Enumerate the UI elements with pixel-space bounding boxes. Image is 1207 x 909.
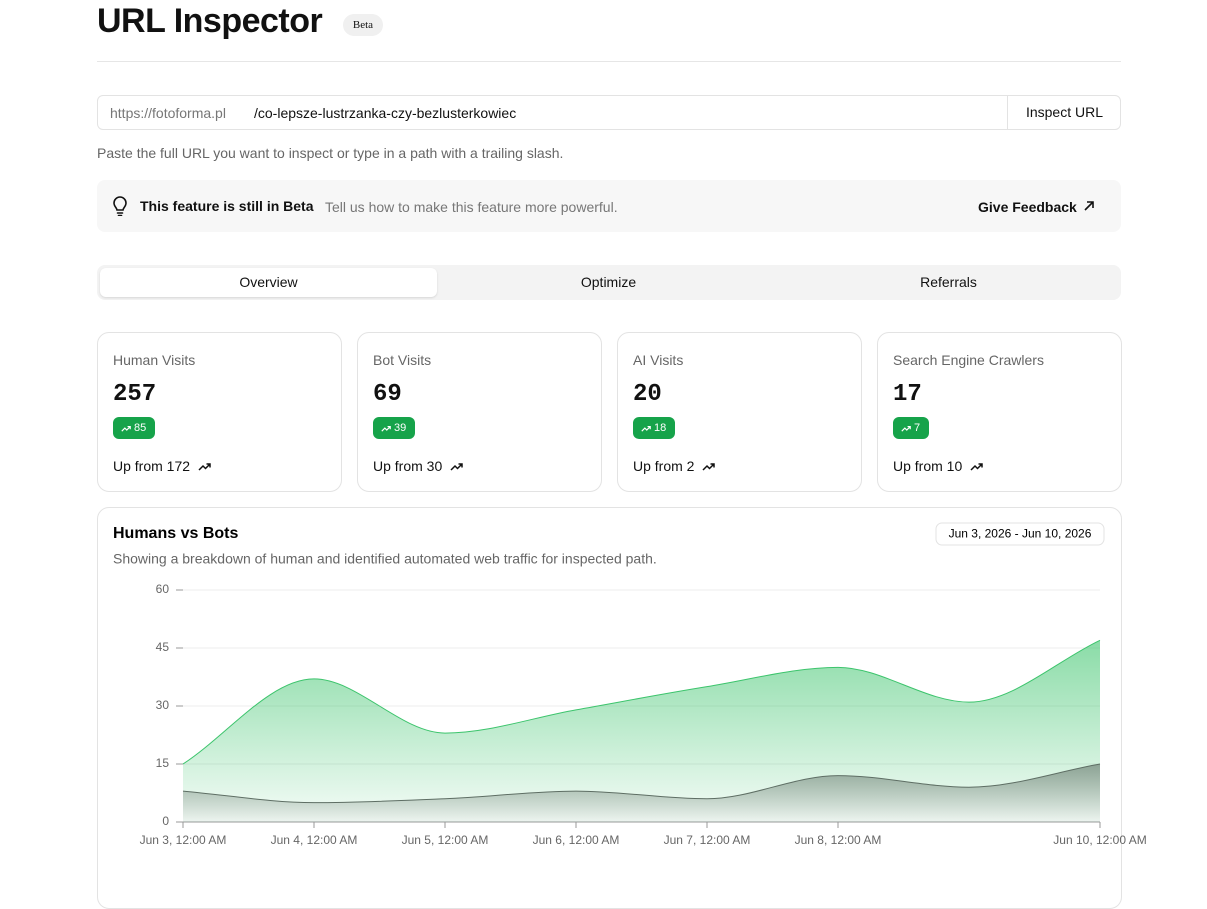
feedback-link[interactable]: Give Feedback <box>978 199 1077 215</box>
note-text: Up from 30 <box>373 458 443 474</box>
trend-icon <box>970 462 983 471</box>
divider <box>97 61 1121 62</box>
change-value: 7 <box>914 422 921 434</box>
x-tick-label: Jun 10, 12:00 AM <box>1053 833 1146 847</box>
note-text: Up from 2 <box>633 458 695 474</box>
trend-icon <box>121 425 131 432</box>
note-text: Up from 172 <box>113 458 191 474</box>
url-path[interactable]: /co-lepsze-lustrzanka-czy-bezlusterkowie… <box>254 105 517 121</box>
chart-subtitle: Showing a breakdown of human and identif… <box>113 551 657 567</box>
stat-card: AI Visits 20 18 Up from 2 <box>617 332 862 492</box>
beta-banner: This feature is still in Beta Tell us ho… <box>97 180 1121 232</box>
date-badge[interactable] <box>935 522 1105 546</box>
y-tick-label: 15 <box>156 756 170 770</box>
area-line <box>182 639 1101 765</box>
trend-icon <box>381 425 391 432</box>
trend-icon <box>702 462 716 471</box>
input-hint: Paste the full URL you want to inspect o… <box>97 145 564 161</box>
tab[interactable]: Overview <box>100 268 437 297</box>
change-value: 39 <box>394 422 407 434</box>
change-value: 85 <box>134 422 147 434</box>
beta-badge: Beta <box>343 14 383 36</box>
x-tick-label: Jun 4, 12:00 AM <box>271 833 358 847</box>
note-text: Up from 10 <box>893 458 963 474</box>
stat-card: Bot Visits 69 39 Up from 30 <box>357 332 602 492</box>
area-line <box>182 763 1101 804</box>
x-tick-label: Jun 7, 12:00 AM <box>664 833 751 847</box>
y-tick-label: 45 <box>156 640 170 654</box>
trend-icon <box>641 425 651 432</box>
bulb-icon <box>113 196 127 216</box>
x-tick-label: Jun 5, 12:00 AM <box>402 833 489 847</box>
tab[interactable]: Referrals <box>920 274 977 290</box>
banner-text: Tell us how to make this feature more po… <box>325 199 618 215</box>
external-icon <box>1084 201 1094 211</box>
stat-card: Human Visits 257 85 Up from 172 <box>97 332 342 492</box>
tab-bar: Overview Optimize Referrals <box>97 265 1121 300</box>
change-badge: 85 <box>113 417 156 439</box>
trend-icon <box>198 462 211 471</box>
stat-value: 17 <box>893 381 922 408</box>
stat-value: 20 <box>633 381 662 408</box>
change-value: 18 <box>654 422 667 434</box>
url-prefix: https://fotoforma.pl <box>110 105 226 121</box>
url-input[interactable]: https://fotoforma.pl /co-lepsze-lustrzan… <box>97 95 1121 130</box>
page-title: URL Inspector <box>97 2 323 40</box>
trend-icon <box>901 425 911 432</box>
banner-title: This feature is still in Beta <box>140 198 314 214</box>
change-badge: 18 <box>633 417 676 439</box>
stat-label: Bot Visits <box>373 352 432 368</box>
x-tick-label: Jun 3, 12:00 AM <box>140 833 227 847</box>
tab[interactable]: Optimize <box>580 274 637 290</box>
chart-title: Humans vs Bots <box>113 525 238 542</box>
stat-value: 69 <box>373 381 402 408</box>
stat-card: Search Engine Crawlers 17 7 Up from 10 <box>877 332 1122 492</box>
page: URL Inspector Beta https://fotoforma.pl … <box>97 2 1147 909</box>
stat-note: Up from 10 <box>893 458 983 474</box>
x-tick-label: Jun 6, 12:00 AM <box>533 833 620 847</box>
stat-label: Search Engine Crawlers <box>893 352 1044 368</box>
change-badge: 7 <box>893 417 930 439</box>
stat-note: Up from 2 <box>633 458 716 474</box>
stat-label: AI Visits <box>633 352 684 368</box>
trend-icon <box>450 462 463 471</box>
chart: Humans vs Bots Jun 3, 2026 - Jun 10, 202… <box>113 522 1147 847</box>
stat-label: Human Visits <box>113 352 196 368</box>
area <box>183 640 1100 822</box>
stat-value: 257 <box>113 381 157 408</box>
y-tick-label: 60 <box>156 582 170 596</box>
change-badge: 39 <box>373 417 416 439</box>
inspect-button[interactable]: Inspect URL <box>1007 96 1121 129</box>
x-tick-label: Jun 8, 12:00 AM <box>795 833 882 847</box>
stat-note: Up from 30 <box>373 458 463 474</box>
area <box>183 764 1100 822</box>
y-tick-label: 0 <box>162 814 169 828</box>
date-range[interactable]: Jun 3, 2026 - Jun 10, 2026 <box>949 527 1092 541</box>
stat-note: Up from 172 <box>113 458 211 474</box>
y-tick-label: 30 <box>156 698 170 712</box>
